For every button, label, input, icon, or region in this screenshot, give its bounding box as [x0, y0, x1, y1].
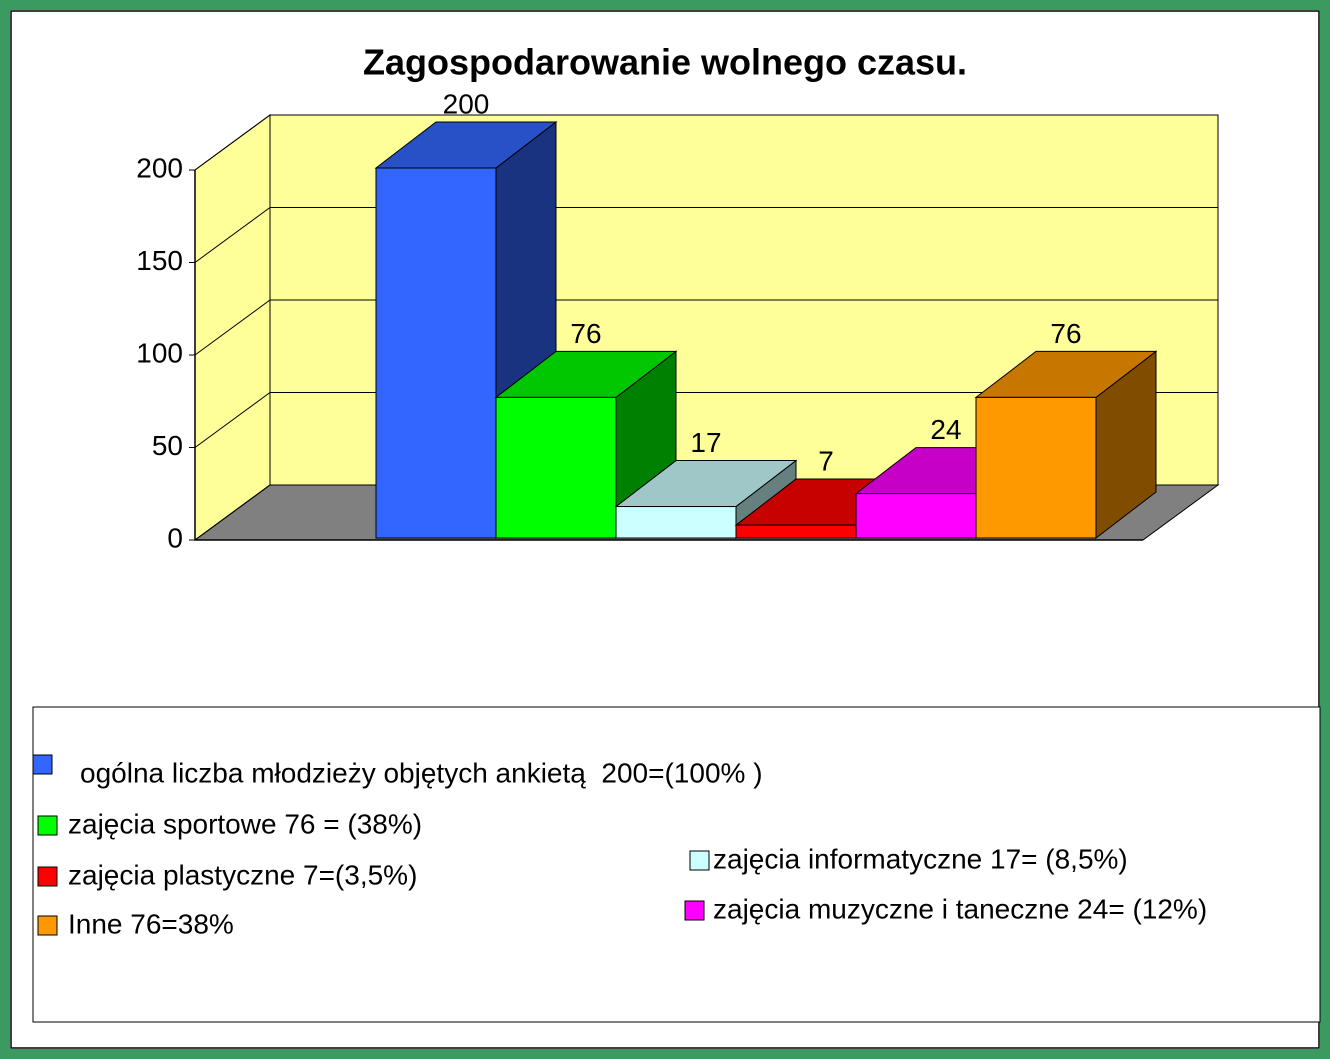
- legend-swatch: [37, 815, 58, 836]
- data-label: 17: [690, 427, 721, 458]
- grid-line: [194, 114, 1218, 171]
- grid-line: [194, 299, 1218, 356]
- bar: [615, 506, 737, 539]
- data-label: 76: [570, 318, 601, 349]
- legend-label: zajęcia muzyczne i taneczne 24= (12%): [713, 893, 1207, 924]
- data-label: 7: [818, 445, 834, 476]
- y-tick-label: 100: [136, 337, 183, 368]
- data-label: 76: [1050, 318, 1081, 349]
- y-tick-label: 50: [152, 430, 183, 461]
- data-label: 24: [930, 414, 961, 445]
- y-tick-label: 150: [136, 245, 183, 276]
- legend-label: zajęcia sportowe 76 = (38%): [68, 808, 422, 839]
- legend-swatch: [684, 900, 705, 921]
- data-label: 200: [443, 88, 490, 119]
- y-tick-label: 0: [167, 522, 183, 553]
- legend-swatch: [32, 754, 53, 775]
- bar: [855, 493, 977, 539]
- inner-frame: [10, 10, 1320, 1049]
- legend-swatch: [37, 915, 58, 936]
- legend-box: [32, 706, 1321, 1023]
- grid-line: [194, 392, 1218, 448]
- bar: [735, 524, 857, 539]
- legend-swatch: [37, 866, 58, 887]
- chart-title: Zagospodarowanie wolnego czasu.: [363, 42, 967, 83]
- bar: [975, 396, 1097, 539]
- bar: [495, 396, 617, 539]
- y-tick-label: 200: [136, 152, 183, 183]
- legend-swatch: [689, 850, 710, 871]
- legend-label: zajęcia informatyczne 17= (8,5%): [713, 843, 1128, 874]
- legend-label: Inne 76=38%: [68, 908, 234, 939]
- legend-label: zajęcia plastyczne 7=(3,5%): [68, 859, 417, 890]
- legend-label: ogólna liczba młodzieży objętych ankietą…: [80, 757, 763, 788]
- grid-line: [194, 207, 1218, 263]
- bar: [375, 167, 497, 539]
